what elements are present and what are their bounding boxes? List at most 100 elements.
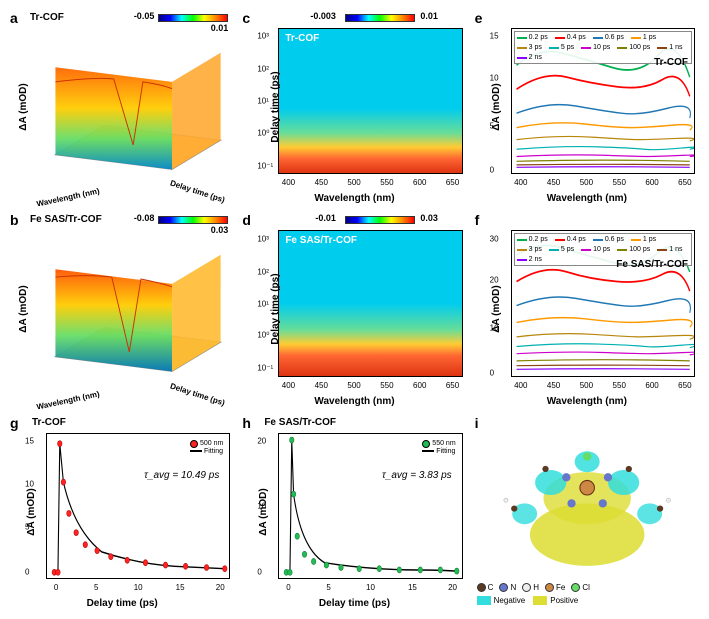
sample-label-f: Fe SAS/Tr-COF — [616, 259, 688, 270]
cb-min-b: -0.08 — [134, 213, 155, 223]
tau-g: τ_avg = 10.49 ps — [144, 470, 219, 481]
ylabel-g: ΔA (mOD) — [26, 488, 37, 535]
tick: 500 — [580, 178, 593, 187]
tick: 15 — [408, 583, 417, 592]
tick: 650 — [678, 178, 691, 187]
tick: 550 — [613, 178, 626, 187]
atom-item: Cl — [571, 583, 590, 592]
xlabel-e: Wavelength (nm) — [547, 193, 627, 204]
ylabel-e: ΔA (mOD) — [491, 83, 502, 130]
plot-area-f: 0.2 ps0.4 ps0.6 ps1 ps3 ps5 ps10 ps100 p… — [511, 230, 695, 376]
panel-h: h Fe SAS/Tr-COF 550 nm Fitting τ_avg = 3… — [240, 413, 468, 611]
sample-label-g: Tr-COF — [32, 417, 66, 428]
xlabel-h: Delay time (ps) — [319, 598, 390, 609]
tick: 450 — [315, 178, 328, 187]
panel-f: f 0.2 ps0.4 ps0.6 ps1 ps3 ps5 ps10 ps100… — [473, 210, 701, 408]
panel-label-d: d — [242, 212, 251, 228]
panel-b: b Fe SAS/Tr-COF -0.08 0.03 ΔA (mOD) Wave… — [8, 210, 236, 408]
sample-label-d: Fe SAS/Tr-COF — [285, 235, 357, 246]
legend-item: 2 ns — [517, 256, 542, 263]
cb-min-d: -0.01 — [315, 213, 336, 223]
tau-h: τ_avg = 3.83 ps — [382, 470, 452, 481]
legend-item: 0.6 ps — [593, 236, 624, 243]
tick: 10³ — [257, 234, 269, 243]
xlabel-f: Wavelength (nm) — [547, 396, 627, 407]
probe-g: 500 nm — [200, 440, 223, 447]
charge-item: Positive — [533, 596, 578, 605]
tick: 30 — [490, 234, 499, 243]
sample-label-c: Tr-COF — [285, 33, 319, 44]
sample-label-h: Fe SAS/Tr-COF — [264, 417, 336, 428]
panel-label-b: b — [10, 212, 19, 228]
tick: 550 — [613, 381, 626, 390]
tick: 650 — [446, 381, 459, 390]
tick: 450 — [547, 381, 560, 390]
figure-grid: a Tr-COF -0.05 0.01 ΔA (mOD) Wavelength … — [8, 8, 701, 611]
tick: 600 — [645, 381, 658, 390]
legend-item: 3 ps — [517, 246, 542, 253]
panel-label-g: g — [10, 415, 19, 431]
ylabel-h: ΔA (mOD) — [259, 488, 270, 535]
fitting-h: Fitting — [436, 448, 455, 455]
probe-h: 550 nm — [432, 440, 455, 447]
tick: 0 — [25, 568, 29, 577]
plot-area-c: Tr-COF 400 450 500 550 600 650 10⁻¹ 10⁰ … — [278, 28, 462, 174]
tick: 10⁻¹ — [257, 162, 273, 171]
tick: 15 — [176, 583, 185, 592]
tick: 450 — [547, 178, 560, 187]
tick: 0 — [54, 583, 58, 592]
tick: 10² — [257, 65, 269, 74]
tick: 15 — [490, 32, 499, 41]
tick: 10⁻¹ — [257, 364, 273, 373]
tick: 650 — [446, 178, 459, 187]
tick: 20 — [448, 583, 457, 592]
legend-item: 100 ps — [617, 44, 650, 51]
legend-item: 1 ns — [657, 44, 682, 51]
tick: 500 — [347, 381, 360, 390]
legend-item: 1 ps — [631, 236, 656, 243]
tick: 10⁰ — [257, 128, 269, 137]
colorbar-d — [345, 216, 415, 224]
atom-item: C — [477, 583, 494, 592]
tick: 10³ — [257, 32, 269, 41]
atom-item: Fe — [545, 583, 565, 592]
legend-g: 500 nm Fitting — [188, 438, 225, 457]
legend-item: 3 ps — [517, 44, 542, 51]
tick: 600 — [645, 178, 658, 187]
plot-area-h: 550 nm Fitting τ_avg = 3.83 ps 0 5 10 15… — [278, 433, 462, 579]
tick: 400 — [282, 178, 295, 187]
plot-3d-b — [36, 230, 230, 386]
panel-i: i CNHFeCl NegativePositive — [473, 413, 701, 611]
ylabel-c: Delay time (ps) — [270, 72, 281, 143]
panel-label-f: f — [475, 212, 480, 228]
tick: 650 — [678, 381, 691, 390]
tick: 5 — [326, 583, 330, 592]
tick: 10 — [25, 480, 34, 489]
fitting-g: Fitting — [204, 448, 223, 455]
legend-item: 10 ps — [581, 246, 610, 253]
tick: 15 — [25, 436, 34, 445]
tick: 20 — [257, 436, 266, 445]
colorbar-a — [158, 14, 228, 22]
tick: 20 — [490, 276, 499, 285]
tick: 400 — [514, 178, 527, 187]
legend-item: 0.6 ps — [593, 34, 624, 41]
colorbar-c — [345, 14, 415, 22]
tick: 10⁰ — [257, 331, 269, 340]
heatmap-c — [279, 29, 461, 173]
legend-item: 5 ps — [549, 246, 574, 253]
cb-min-a: -0.05 — [134, 11, 155, 21]
tick: 600 — [413, 381, 426, 390]
atom-item: H — [522, 583, 539, 592]
ylabel-a: ΔA (mOD) — [18, 83, 29, 130]
tick: 0 — [490, 166, 494, 175]
panel-label-e: e — [475, 10, 483, 26]
legend-item: 5 ps — [549, 44, 574, 51]
legend-h: 550 nm Fitting — [420, 438, 457, 457]
legend-item: 0.4 ps — [555, 236, 586, 243]
cb-min-c: -0.003 — [310, 11, 336, 21]
panel-a: a Tr-COF -0.05 0.01 ΔA (mOD) Wavelength … — [8, 8, 236, 206]
heatmap-d — [279, 231, 461, 375]
tick: 10 — [366, 583, 375, 592]
tick: 400 — [514, 381, 527, 390]
